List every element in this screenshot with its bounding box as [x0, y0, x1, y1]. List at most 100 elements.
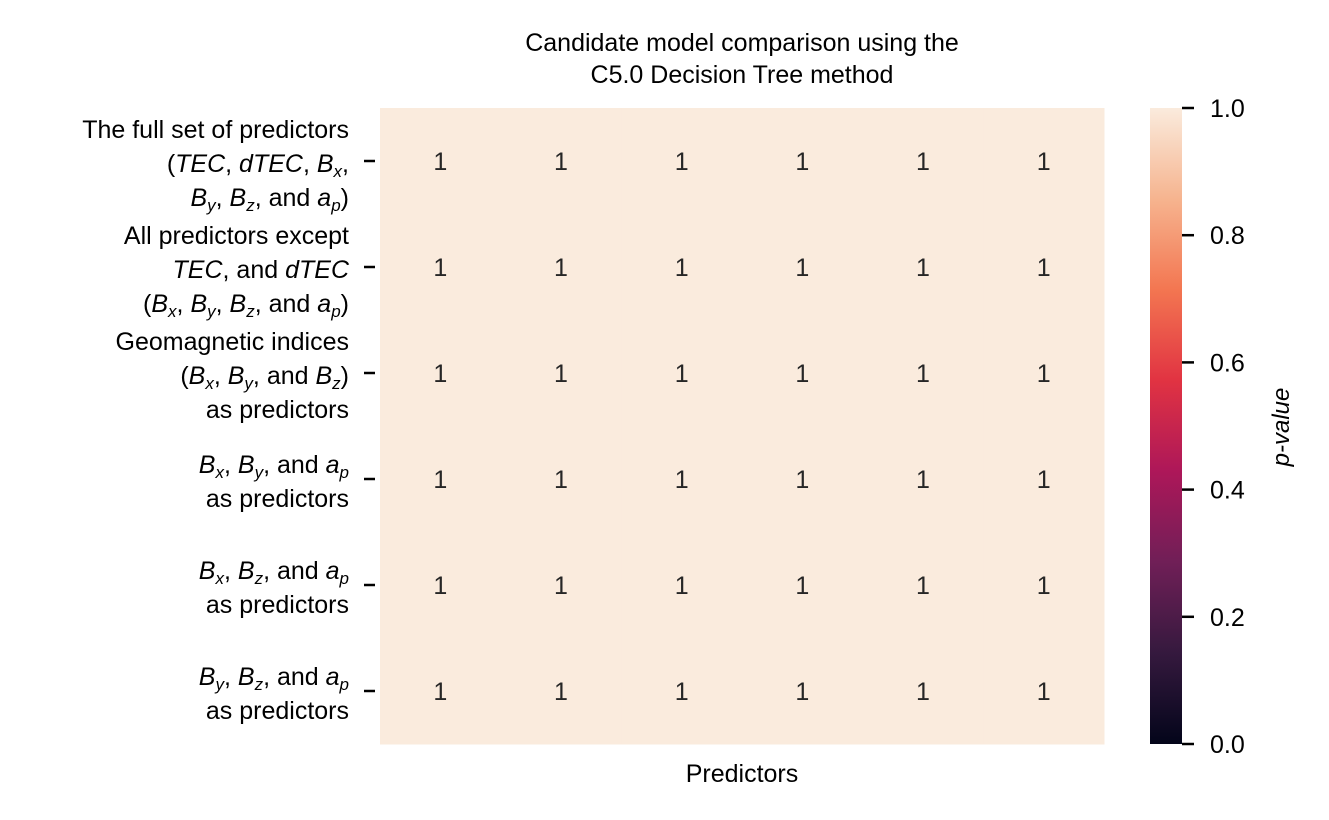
heatmap-cell [742, 426, 864, 533]
cell-value-label: 1 [1037, 572, 1051, 600]
row-label-line: Bx, By, and ap [198, 451, 349, 482]
colorbar-label-text: p-value [1268, 387, 1295, 467]
heatmap-cell [380, 214, 502, 321]
row-label: Bx, Bz, and ap as predictors [199, 554, 349, 622]
heatmap-cell [862, 214, 984, 321]
heatmap-cell [862, 426, 984, 533]
heatmap-cell [621, 426, 743, 533]
cell-value-label: 1 [916, 572, 930, 600]
row-label-line: (TEC, dTEC, Bx, [166, 150, 349, 181]
cell-value-label: 1 [1037, 678, 1051, 706]
cell-value-label: 1 [916, 678, 930, 706]
cell-value-label: 1 [433, 360, 447, 388]
heatmap-cell [500, 638, 622, 745]
heatmap-cell [983, 320, 1105, 427]
colorbar-tick-label: 0.6 [1210, 349, 1245, 377]
heatmap-cell [742, 214, 864, 321]
cell-value-label: 1 [433, 678, 447, 706]
row-label-line: The full set of predictors [82, 116, 349, 144]
row-label-line: By, Bz, and ap) [190, 184, 349, 215]
heatmap-cell [500, 426, 622, 533]
cell-value-label: 1 [675, 572, 689, 600]
cell-value-label: 1 [675, 678, 689, 706]
heatmap-cell [742, 638, 864, 745]
cell-value-label: 1 [1037, 360, 1051, 388]
cell-value-label: 1 [554, 678, 568, 706]
heatmap-cell [983, 214, 1105, 321]
row-label: Bx, By, and ap as predictors [199, 448, 349, 516]
colorbar-tick-label: 0.2 [1210, 604, 1245, 632]
heatmap-cell [621, 532, 743, 639]
colorbar-label: p-value [1268, 388, 1296, 467]
cell-value-label: 1 [675, 254, 689, 282]
heatmap-cell [380, 108, 502, 215]
heatmap-cell [500, 108, 622, 215]
heatmap-cell [742, 532, 864, 639]
row-label-line: By, Bz, and ap [198, 663, 349, 694]
cell-value-label: 1 [433, 572, 447, 600]
cell-value-label: 1 [554, 148, 568, 176]
row-label-line: as predictors [205, 396, 349, 424]
heatmap-cell [862, 532, 984, 639]
cell-value-label: 1 [916, 466, 930, 494]
colorbar-tick-label: 1.0 [1210, 95, 1245, 123]
heatmap-cell [380, 638, 502, 745]
cell-value-label: 1 [1037, 148, 1051, 176]
row-label-line: (Bx, By, and Bz) [180, 362, 349, 393]
heatmap-cell [862, 638, 984, 745]
heatmap-cell [621, 638, 743, 745]
row-label-line: as predictors [205, 697, 349, 725]
cell-value-label: 1 [795, 148, 809, 176]
cell-value-label: 1 [795, 572, 809, 600]
cell-value-label: 1 [433, 466, 447, 494]
heatmap-cell [500, 214, 622, 321]
cell-value-label: 1 [433, 148, 447, 176]
heatmap-cell [621, 214, 743, 321]
x-axis-label: Predictors [685, 760, 799, 788]
heatmap-cell [983, 532, 1105, 639]
cell-value-label: 1 [795, 466, 809, 494]
heatmap-cell [742, 108, 864, 215]
cell-value-label: 1 [795, 360, 809, 388]
row-label: The full set of predictors (TEC, dTEC, Bx… [82, 113, 349, 215]
row-label-line: Geomagnetic indices [115, 328, 349, 356]
cell-value-label: 1 [554, 360, 568, 388]
cell-value-label: 1 [795, 254, 809, 282]
cell-value-label: 1 [554, 572, 568, 600]
chart-title-line-2: C5.0 Decision Tree method [590, 61, 894, 89]
cell-value-label: 1 [554, 254, 568, 282]
cell-value-label: 1 [675, 360, 689, 388]
heatmap-cell [862, 108, 984, 215]
heatmap-cell [500, 320, 622, 427]
cell-value-label: 1 [554, 466, 568, 494]
cell-value-label: 1 [433, 254, 447, 282]
row-label-line: (Bx, By, Bz, and ap) [143, 290, 349, 321]
row-label-line: as predictors [205, 485, 349, 513]
row-label: Geomagnetic indices (Bx, By, and Bz) as pr… [116, 325, 349, 427]
colorbar-tick-label: 0.4 [1210, 477, 1245, 505]
heatmap-cell [742, 320, 864, 427]
row-label: All predictors except TEC, and dTEC (Bx, B… [124, 219, 349, 321]
cell-value-label: 1 [916, 254, 930, 282]
row-label-line: as predictors [205, 591, 349, 619]
heatmap-cell [983, 426, 1105, 533]
heatmap-cell [500, 532, 622, 639]
row-label-line: Bx, Bz, and ap [198, 557, 349, 588]
row-label-line: All predictors except [123, 222, 349, 250]
heatmap-cell [983, 108, 1105, 215]
heatmap-cell [862, 320, 984, 427]
cell-value-label: 1 [675, 466, 689, 494]
heatmap-cell [621, 108, 743, 215]
heatmap-cell [380, 532, 502, 639]
heatmap-cell [380, 320, 502, 427]
chart-title-line-1: Candidate model comparison using the [525, 29, 959, 57]
row-label: By, Bz, and ap as predictors [199, 660, 349, 728]
cell-value-label: 1 [1037, 466, 1051, 494]
cell-value-label: 1 [916, 148, 930, 176]
cell-value-label: 1 [1037, 254, 1051, 282]
cell-value-label: 1 [675, 148, 689, 176]
cell-value-label: 1 [916, 360, 930, 388]
heatmap-cell [380, 426, 502, 533]
